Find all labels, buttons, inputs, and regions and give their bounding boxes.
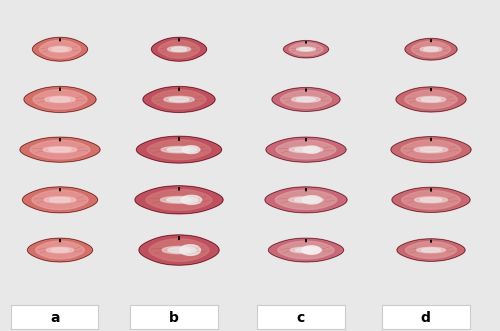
Polygon shape	[168, 248, 190, 253]
Polygon shape	[178, 137, 180, 140]
Polygon shape	[401, 140, 461, 159]
Polygon shape	[275, 190, 337, 210]
Polygon shape	[430, 240, 432, 242]
Polygon shape	[290, 247, 322, 253]
Polygon shape	[51, 248, 69, 252]
Polygon shape	[302, 196, 322, 204]
Polygon shape	[278, 241, 334, 259]
Polygon shape	[32, 190, 88, 210]
Polygon shape	[45, 96, 75, 103]
Polygon shape	[33, 90, 87, 109]
Polygon shape	[402, 190, 460, 209]
Text: c: c	[296, 311, 305, 325]
Polygon shape	[265, 187, 347, 213]
Polygon shape	[158, 40, 200, 58]
Polygon shape	[296, 248, 316, 252]
Polygon shape	[36, 241, 84, 259]
Polygon shape	[412, 41, 451, 57]
Polygon shape	[143, 86, 215, 112]
Polygon shape	[300, 48, 312, 51]
Polygon shape	[135, 186, 223, 214]
Polygon shape	[392, 187, 470, 212]
Polygon shape	[22, 187, 98, 213]
Polygon shape	[391, 137, 471, 163]
Polygon shape	[424, 48, 438, 51]
Text: d: d	[421, 311, 430, 325]
Polygon shape	[136, 136, 222, 163]
Polygon shape	[396, 87, 466, 112]
Polygon shape	[296, 98, 316, 101]
Polygon shape	[421, 97, 441, 102]
Polygon shape	[162, 246, 196, 254]
Polygon shape	[146, 189, 212, 210]
Polygon shape	[303, 146, 320, 153]
Polygon shape	[182, 146, 200, 154]
Polygon shape	[397, 239, 465, 261]
Polygon shape	[181, 195, 202, 204]
Polygon shape	[178, 187, 180, 190]
Polygon shape	[284, 41, 329, 58]
Polygon shape	[280, 91, 332, 108]
Polygon shape	[152, 37, 206, 61]
Polygon shape	[50, 97, 70, 102]
Polygon shape	[149, 239, 209, 261]
Polygon shape	[178, 88, 180, 90]
Polygon shape	[50, 198, 70, 202]
Polygon shape	[46, 247, 74, 253]
Polygon shape	[152, 90, 206, 109]
Polygon shape	[296, 47, 316, 51]
Polygon shape	[32, 37, 88, 61]
Polygon shape	[166, 198, 192, 202]
Polygon shape	[24, 86, 96, 112]
Polygon shape	[420, 47, 442, 52]
Polygon shape	[139, 235, 219, 265]
Polygon shape	[30, 140, 90, 159]
Polygon shape	[268, 238, 344, 262]
Text: b: b	[169, 311, 178, 325]
Polygon shape	[178, 236, 180, 240]
Polygon shape	[52, 47, 68, 51]
Polygon shape	[28, 238, 92, 262]
Polygon shape	[405, 38, 457, 60]
Polygon shape	[272, 88, 340, 111]
Polygon shape	[289, 147, 323, 153]
Polygon shape	[167, 148, 191, 152]
Polygon shape	[180, 245, 201, 256]
Polygon shape	[414, 147, 448, 153]
Polygon shape	[289, 43, 323, 56]
Polygon shape	[430, 138, 432, 141]
Polygon shape	[420, 148, 442, 152]
Polygon shape	[416, 247, 446, 253]
Polygon shape	[43, 147, 77, 153]
Polygon shape	[302, 246, 321, 254]
Polygon shape	[178, 38, 180, 41]
Polygon shape	[294, 198, 318, 202]
Polygon shape	[289, 197, 324, 203]
Polygon shape	[406, 242, 456, 259]
Polygon shape	[416, 96, 446, 103]
Polygon shape	[20, 137, 100, 162]
Polygon shape	[414, 197, 448, 203]
Polygon shape	[430, 88, 432, 91]
Polygon shape	[147, 140, 211, 160]
Polygon shape	[169, 97, 189, 102]
Polygon shape	[48, 46, 72, 52]
Polygon shape	[292, 97, 320, 102]
Polygon shape	[49, 148, 71, 152]
Polygon shape	[295, 148, 317, 152]
Polygon shape	[420, 198, 442, 202]
Polygon shape	[44, 197, 76, 203]
Polygon shape	[160, 197, 198, 203]
Text: a: a	[50, 311, 59, 325]
Polygon shape	[40, 40, 80, 58]
Polygon shape	[161, 146, 197, 153]
Polygon shape	[164, 96, 194, 103]
Polygon shape	[422, 248, 440, 252]
Polygon shape	[430, 188, 432, 191]
Polygon shape	[404, 90, 458, 109]
Polygon shape	[172, 47, 186, 51]
Polygon shape	[266, 137, 346, 162]
Polygon shape	[276, 140, 336, 159]
Polygon shape	[168, 46, 190, 52]
